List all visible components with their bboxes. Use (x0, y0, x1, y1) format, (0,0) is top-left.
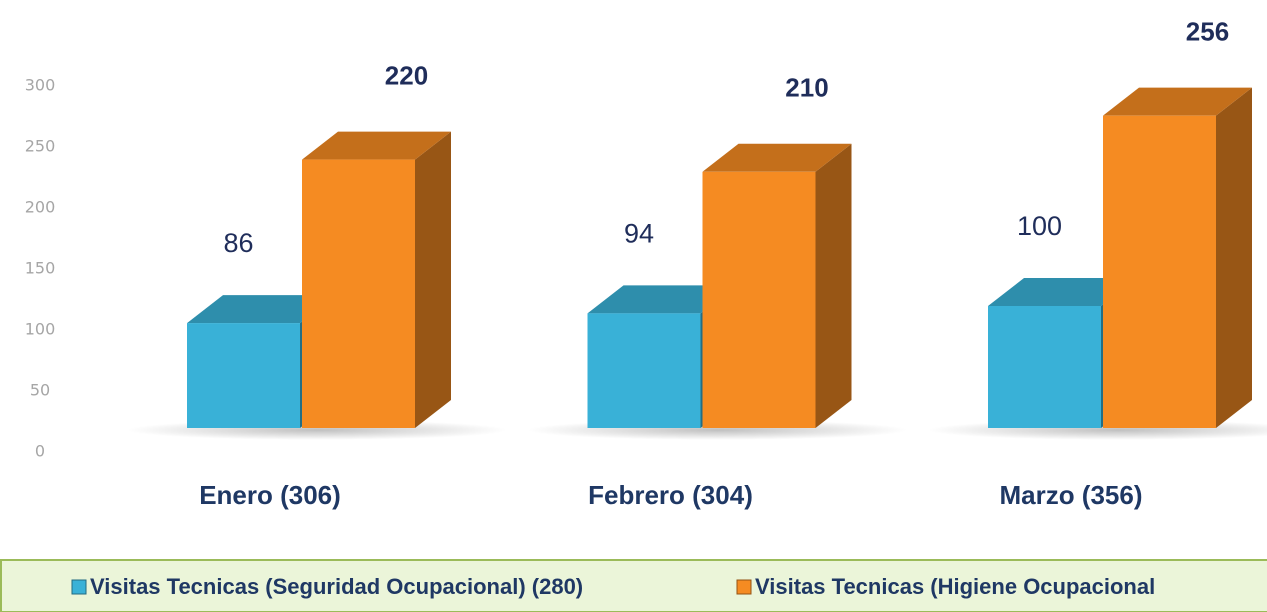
x-tick-label: Enero (306) (199, 480, 341, 510)
data-label: 100 (1017, 211, 1062, 241)
bar (702, 143, 852, 429)
data-label: 210 (785, 73, 828, 103)
legend-box (0, 559, 1267, 612)
y-tick-label: 150 (25, 259, 56, 278)
bar-front (187, 323, 300, 428)
bar-top (302, 131, 451, 160)
bar-side (415, 131, 451, 428)
y-tick-label: 200 (25, 198, 56, 217)
x-tick-label: Febrero (304) (588, 480, 753, 510)
data-label: 86 (223, 228, 253, 258)
bar-top (1103, 87, 1252, 116)
bar-front (1103, 115, 1216, 429)
data-label: 220 (385, 60, 428, 90)
bar-top (587, 285, 737, 314)
data-label: 256 (1186, 17, 1229, 47)
bar-top (702, 143, 852, 172)
legend-swatch (736, 579, 752, 595)
y-tick-label: 300 (25, 76, 56, 95)
bar-front (702, 171, 816, 429)
bar-front (988, 306, 1101, 428)
y-tick-label: 50 (30, 381, 50, 400)
bar-side (1216, 87, 1252, 429)
bar (1103, 87, 1252, 429)
bar-side (815, 143, 852, 429)
x-tick-label: Marzo (356) (999, 480, 1142, 510)
bar-front (587, 313, 701, 428)
legend-label: Visitas Tecnicas (Higiene Ocupacional (755, 574, 1155, 599)
y-tick-label: 250 (25, 137, 56, 156)
legend-swatch (71, 579, 87, 595)
y-tick-label: 100 (25, 320, 56, 339)
bar-front (302, 159, 415, 428)
data-label: 94 (624, 218, 654, 248)
bar (302, 131, 451, 428)
y-tick-label: 0 (35, 442, 45, 461)
bar-top (187, 295, 336, 324)
bar-top (988, 278, 1137, 306)
legend-label: Visitas Tecnicas (Seguridad Ocupacional)… (90, 574, 583, 599)
